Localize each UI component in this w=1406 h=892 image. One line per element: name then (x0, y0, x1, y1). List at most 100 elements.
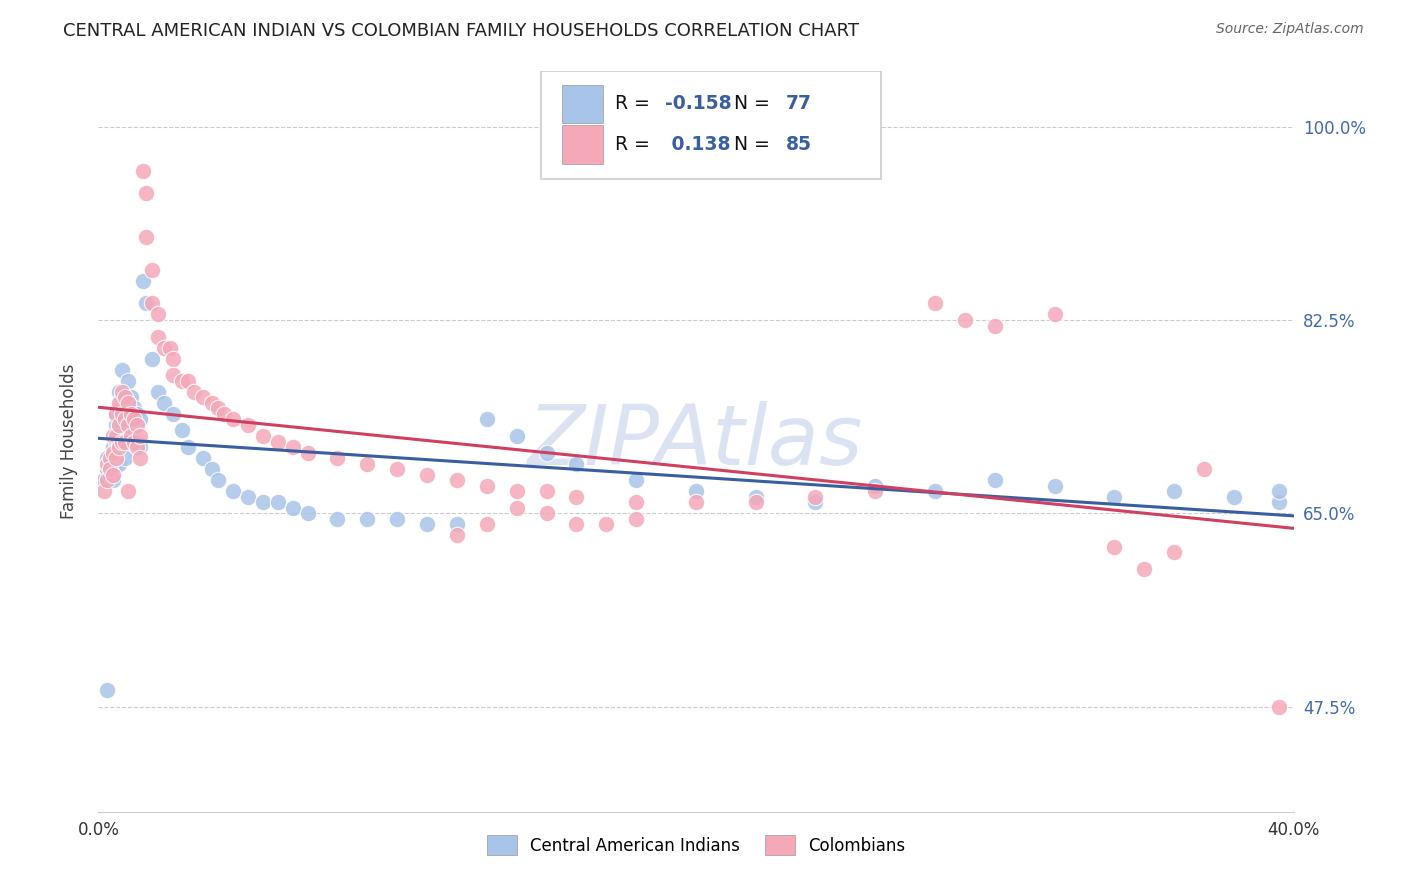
Point (1043, 479, 1066, 493)
Point (326, 451, 349, 466)
Point (103, 429, 125, 443)
Point (356, 457, 378, 471)
Point (446, 517, 468, 532)
FancyBboxPatch shape (541, 71, 882, 178)
Point (924, 296, 946, 310)
Point (129, 440, 152, 454)
Point (124, 412, 146, 426)
Point (114, 429, 136, 443)
Point (120, 412, 142, 426)
Point (114, 434, 136, 449)
Point (148, 329, 170, 343)
Point (127, 440, 149, 454)
Point (111, 390, 134, 404)
Point (385, 462, 409, 476)
Point (281, 500, 304, 515)
Point (129, 412, 152, 426)
Point (281, 440, 304, 454)
Point (153, 341, 176, 355)
Point (117, 417, 139, 432)
Point (297, 445, 319, 459)
Point (111, 440, 134, 454)
Point (141, 351, 163, 366)
Point (105, 457, 128, 471)
Point (129, 429, 152, 443)
Point (252, 429, 274, 443)
Point (267, 495, 290, 509)
FancyBboxPatch shape (562, 126, 603, 164)
Point (536, 445, 558, 459)
Point (96, 457, 118, 471)
Point (93, 473, 115, 487)
Point (124, 429, 146, 443)
Y-axis label: Family Households: Family Households (59, 364, 77, 519)
Point (127, 417, 149, 432)
Point (1267, 484, 1289, 499)
Point (446, 528, 468, 542)
Point (446, 473, 468, 487)
Text: 0.138: 0.138 (665, 136, 730, 154)
Text: CENTRAL AMERICAN INDIAN VS COLOMBIAN FAMILY HOUSEHOLDS CORRELATION CHART: CENTRAL AMERICAN INDIAN VS COLOMBIAN FAM… (63, 22, 859, 40)
Point (183, 384, 205, 399)
Point (105, 451, 128, 466)
Point (475, 479, 498, 493)
Text: 77: 77 (786, 95, 811, 113)
Point (132, 274, 155, 288)
Point (416, 517, 439, 532)
Point (93, 484, 115, 499)
Point (1133, 561, 1156, 575)
Text: -0.158: -0.158 (665, 95, 731, 113)
Point (103, 445, 125, 459)
Point (135, 230, 157, 244)
Point (127, 407, 149, 421)
Point (804, 495, 827, 509)
Point (108, 401, 131, 416)
Point (120, 434, 142, 449)
Point (984, 318, 1007, 333)
Point (117, 417, 139, 432)
Point (111, 384, 134, 399)
Point (212, 407, 235, 421)
Point (108, 440, 131, 454)
Point (475, 517, 498, 532)
FancyBboxPatch shape (562, 85, 603, 123)
Point (135, 296, 157, 310)
Point (103, 429, 125, 443)
Point (117, 396, 139, 410)
Point (108, 440, 131, 454)
Point (565, 457, 588, 471)
Point (162, 368, 184, 383)
Point (953, 313, 976, 327)
Point (1104, 490, 1126, 504)
Point (865, 479, 887, 493)
Point (385, 512, 409, 526)
Point (105, 434, 128, 449)
Text: R =: R = (614, 95, 655, 113)
Point (96, 451, 118, 466)
Point (506, 429, 529, 443)
Point (865, 484, 887, 499)
Point (96, 683, 118, 698)
Point (132, 163, 155, 178)
Point (745, 495, 768, 509)
Point (177, 440, 200, 454)
Point (536, 507, 558, 521)
Point (1163, 484, 1185, 499)
Point (103, 440, 125, 454)
Point (1043, 308, 1066, 322)
Point (506, 484, 529, 499)
Point (141, 263, 163, 277)
Point (98, 457, 122, 471)
Point (159, 341, 181, 355)
Point (96, 462, 118, 476)
Point (1223, 490, 1246, 504)
Point (172, 374, 194, 388)
Point (105, 407, 128, 421)
Point (1104, 540, 1126, 554)
Point (98, 451, 122, 466)
Point (565, 490, 588, 504)
Point (1163, 545, 1185, 559)
Point (536, 484, 558, 499)
Point (506, 500, 529, 515)
Point (105, 407, 128, 421)
